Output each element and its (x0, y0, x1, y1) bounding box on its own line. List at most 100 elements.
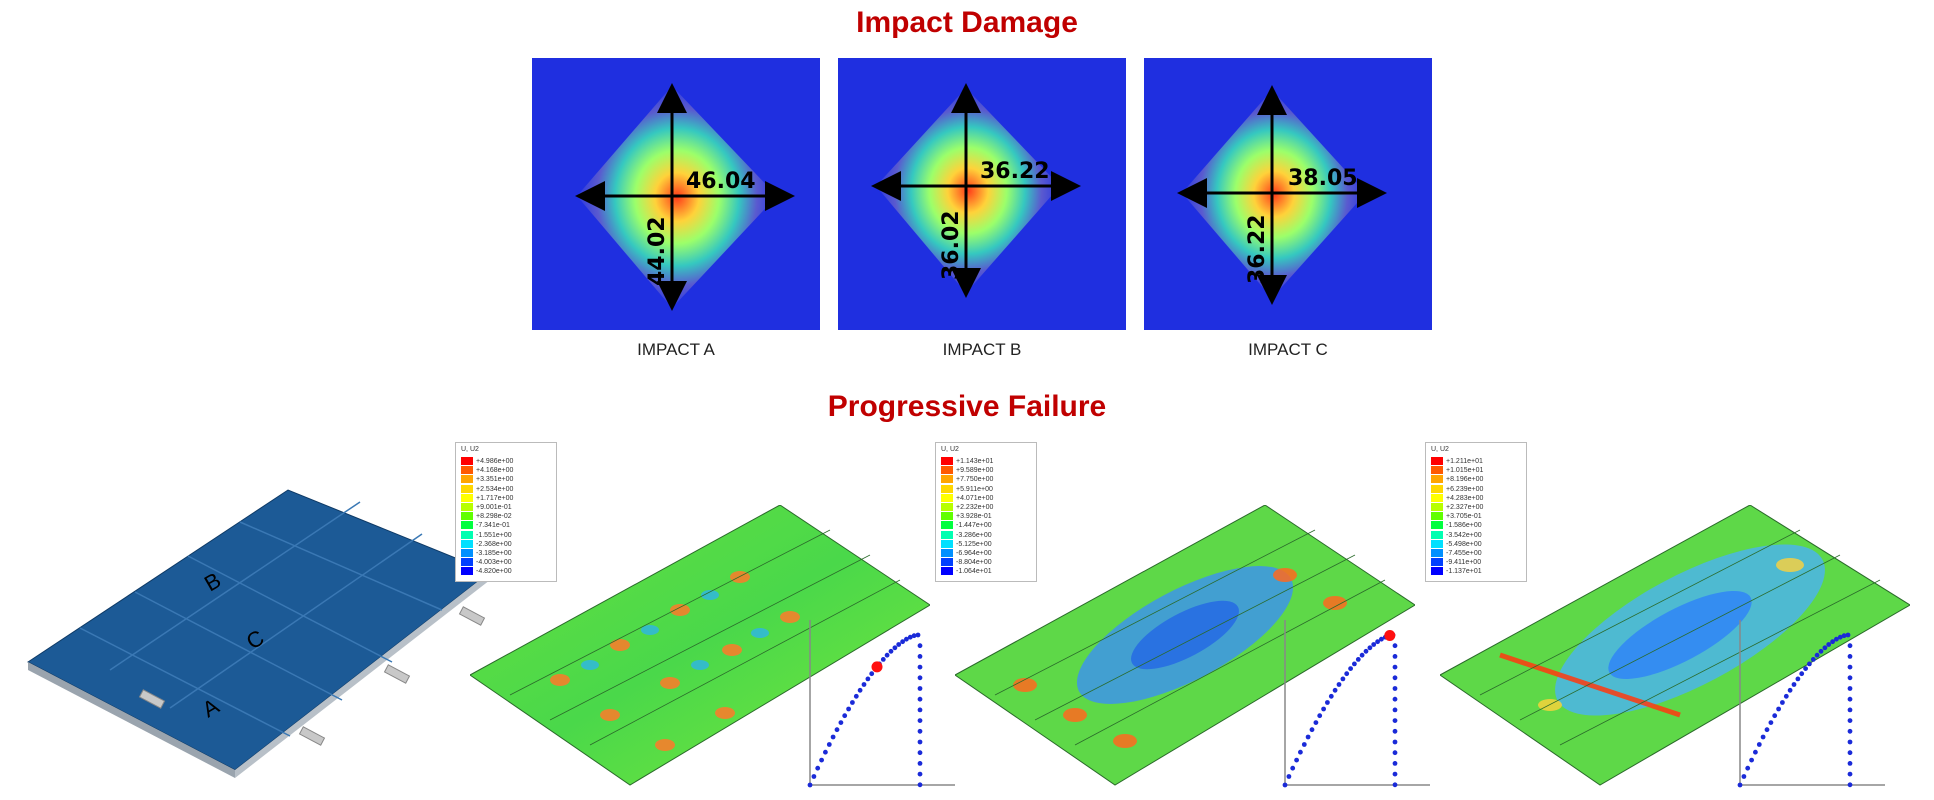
curve-point (1392, 707, 1398, 713)
curve-point (1290, 765, 1296, 771)
curve-point (1768, 720, 1774, 725)
legend-value: +5.911e+00 (956, 485, 993, 493)
legend-entry: +3.705e-01 (1431, 512, 1482, 521)
curve-point (1309, 727, 1315, 733)
curve-point (807, 782, 813, 788)
legend-value: -4.003e+00 (476, 559, 512, 567)
legend-entry: -4.003e+00 (461, 558, 512, 567)
legend-entry: -1.551e+00 (461, 530, 512, 540)
legend-swatch (941, 457, 953, 465)
curve-point (880, 657, 886, 662)
legend-value: +3.705e-01 (1446, 513, 1482, 521)
curve-point (1301, 742, 1307, 747)
legend-entry: -4.820e+00 (461, 567, 512, 576)
legend-value: +3.928e-01 (956, 513, 992, 521)
legend-swatch (1431, 457, 1443, 465)
legend-swatch (1431, 567, 1443, 576)
curve-point (1803, 666, 1808, 671)
curve-point (1392, 643, 1398, 649)
legend-entry: -1.447e+00 (941, 521, 992, 530)
impact-c-label: IMPACT C (1248, 340, 1328, 359)
curve-point (1818, 648, 1824, 654)
legend-entry: +8.196e+00 (1431, 475, 1483, 484)
curve-point (917, 739, 923, 745)
legend-entry: -3.542e+00 (1431, 530, 1482, 540)
curve-point (911, 633, 917, 639)
curve-point (1344, 671, 1350, 677)
legend-2: U, U2 +1.143e+01 +9.589e+00 +7.750e+00 +5.9… (935, 442, 1037, 582)
undeformed-panel-model: B C A (27, 489, 491, 778)
legend-value: +1.143e+01 (956, 458, 994, 465)
legend-entry: +3.351e+00 (461, 475, 513, 484)
legend-value: +3.351e+00 (476, 476, 514, 484)
curve-point (850, 700, 855, 705)
curve-point (869, 671, 875, 677)
legend-swatch (941, 512, 953, 521)
curve-point (1753, 749, 1758, 755)
legend-entry: -5.498e+00 (1431, 539, 1482, 549)
curve-point (1392, 728, 1398, 734)
legend-value: -4.820e+00 (476, 568, 512, 576)
progressive-failure-title: Progressive Failure (827, 390, 1107, 423)
legend-entry: +7.750e+00 (941, 475, 993, 484)
curve-point (1837, 634, 1843, 640)
legend-value: -3.286e+00 (956, 531, 992, 539)
curve-point (830, 734, 836, 740)
curve-point (1772, 713, 1778, 719)
legend-entry: +1.717e+00 (461, 493, 514, 503)
curve-axes (809, 620, 955, 786)
legend-swatch (941, 558, 953, 567)
curve-point (888, 648, 894, 654)
legend-title: U, U2 (941, 446, 959, 453)
legend-entry: +3.928e-01 (941, 512, 992, 521)
legend-value: +2.534e+00 (476, 485, 514, 493)
legend-swatch (1431, 549, 1443, 557)
curve-point (826, 742, 832, 747)
curve-point (865, 676, 871, 682)
legend-entry: +1.015e+01 (1431, 466, 1483, 475)
legend-entry: -6.964e+00 (941, 549, 992, 558)
legend-value: +4.283e+00 (1446, 494, 1484, 502)
legend-entry: -1.586e+00 (1431, 521, 1482, 530)
curve-point (1392, 675, 1398, 681)
legend-swatch (1431, 530, 1443, 539)
legend-swatch (1431, 521, 1443, 530)
curve-point (1847, 675, 1853, 681)
legend-swatch (461, 457, 473, 465)
curve-point (1814, 652, 1820, 658)
legend-swatch (1431, 493, 1443, 502)
impact-b-label: IMPACT B (942, 340, 1022, 359)
curve-point (1298, 749, 1303, 755)
contour-model-3 (1440, 505, 1910, 786)
curve-point (846, 706, 851, 712)
curve-point (815, 765, 821, 771)
curve-point (811, 774, 817, 779)
impact-panel-b: 36.22 36.02 (838, 58, 1126, 330)
legend-value: +8.298e-02 (476, 513, 512, 521)
curve-point (1841, 633, 1847, 639)
legend-entry: -3.286e+00 (941, 530, 992, 540)
legend-swatch (941, 484, 953, 493)
legend-value: -3.542e+00 (1446, 531, 1482, 539)
legend-swatch (941, 530, 953, 539)
curve-point (1847, 654, 1853, 659)
curve-point (1286, 774, 1292, 779)
legend-swatch (461, 567, 473, 576)
legend-swatch (941, 493, 953, 502)
curve-point (1847, 782, 1853, 788)
legend-swatch (461, 549, 473, 557)
legend-value: +1.717e+00 (476, 494, 514, 502)
curve-point (1305, 734, 1311, 740)
legend-value: +9.001e-01 (476, 504, 512, 511)
curve-point (1847, 664, 1853, 670)
legend-value: -9.411e+00 (1446, 559, 1482, 567)
curve-point (853, 693, 859, 699)
legend-entry: -1.064e+01 (941, 567, 992, 576)
legend-3: U, U2 +1.211e+01 +1.015e+01 +8.196e+00 +6.2… (1425, 442, 1527, 582)
legend-entry: -9.411e+00 (1431, 558, 1481, 567)
curve-point (1392, 782, 1398, 788)
legend-entry: +2.232e+00 (941, 503, 993, 512)
curve-point (917, 654, 923, 659)
legend-swatch (1431, 466, 1443, 475)
curve-point (1363, 648, 1369, 654)
